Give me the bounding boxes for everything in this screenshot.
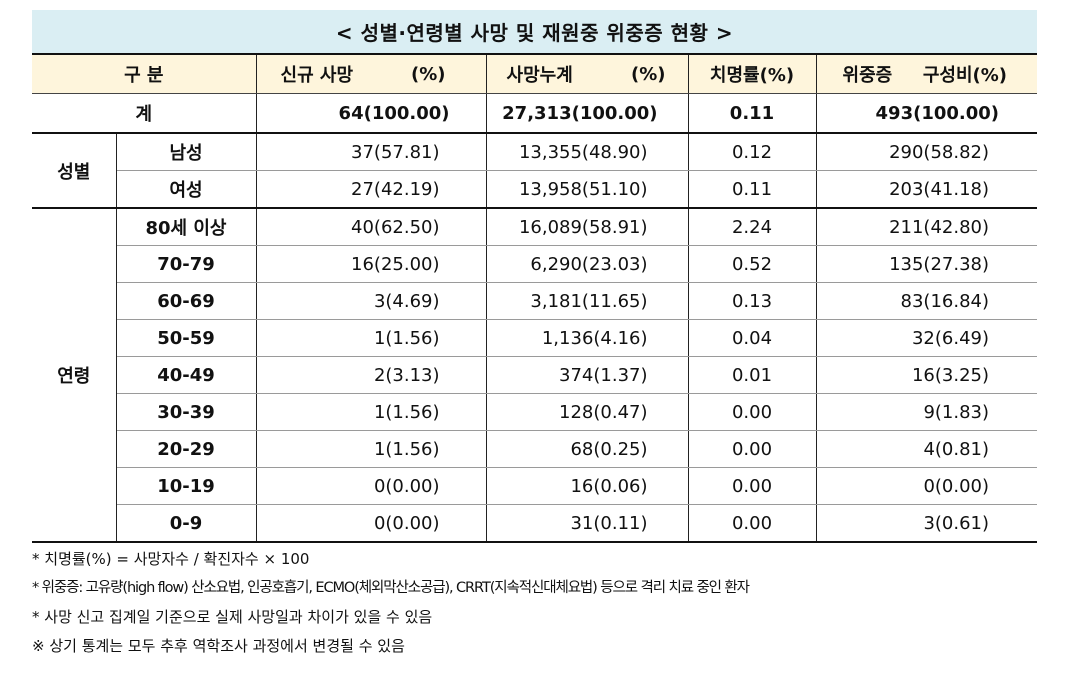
group-label-age: 연령 (32, 208, 117, 543)
critical-cell: 290(58.82) (815, 133, 1038, 171)
total-label: 계 (32, 93, 257, 134)
table-row: 20-29 1(1.56) 68(0.25) 0.00 4(0.81) (32, 430, 1038, 468)
new-deaths-cell: 0(0.00) (255, 504, 487, 543)
table-title: < 성별·연령별 사망 및 재원중 위중증 현황 > (32, 10, 1037, 53)
critical-cell: 3(0.61) (815, 504, 1038, 543)
critical-cell: 135(27.38) (815, 245, 1038, 283)
new-deaths-cell: 1(1.56) (255, 393, 487, 431)
stats-table: 구 분 신규 사망 (%) 사망누계 (%) 치명률(%) 위중 (32, 53, 1038, 543)
header-new-deaths: 신규 사망 (280, 65, 354, 86)
critical-cell: 16(3.25) (815, 356, 1038, 394)
cum-deaths-cell: 68(0.25) (485, 430, 689, 468)
footnote-subject-to-change: ※ 상기 통계는 모두 추후 역학조사 과정에서 변경될 수 있음 (32, 637, 405, 655)
fatality-rate-cell: 2.24 (687, 208, 817, 246)
new-deaths-cell: 37(57.81) (255, 133, 487, 171)
new-deaths-cell: 16(25.00) (255, 245, 487, 283)
new-deaths-cell: 0(0.00) (255, 467, 487, 505)
new-deaths-cell: 1(1.56) (255, 319, 487, 357)
total-new-deaths: 64(100.00) (255, 93, 487, 134)
table-row: 50-59 1(1.56) 1,136(4.16) 0.04 32(6.49) (32, 319, 1038, 357)
footnote-critical-definition: * 위중증: 고유량(high flow) 산소요법, 인공호흡기, ECMO(… (32, 580, 750, 596)
row-label: 0-9 (115, 504, 257, 543)
header-cum-deaths-pct: (%) (631, 63, 666, 85)
row-label: 80세 이상 (115, 208, 257, 246)
fatality-rate-cell: 0.00 (687, 467, 817, 505)
row-label: 60-69 (115, 282, 257, 320)
footnote-reporting-date: * 사망 신고 집계일 기준으로 실제 사망일과 차이가 있을 수 있음 (32, 608, 433, 626)
table-row: 60-69 3(4.69) 3,181(11.65) 0.13 83(16.84… (32, 282, 1038, 320)
fatality-rate-cell: 0.04 (687, 319, 817, 357)
table-row: 10-19 0(0.00) 16(0.06) 0.00 0(0.00) (32, 467, 1038, 505)
fatality-rate-cell: 0.00 (687, 430, 817, 468)
cum-deaths-cell: 16(0.06) (485, 467, 689, 505)
header-cum-deaths-cell: 사망누계 (%) (485, 53, 689, 94)
critical-cell: 9(1.83) (815, 393, 1038, 431)
table-row: 성별 남성 37(57.81) 13,355(48.90) 0.12 290(5… (32, 133, 1038, 209)
header-critical: 위중증 (842, 65, 893, 86)
row-label: 30-39 (115, 393, 257, 431)
cum-deaths-cell: 128(0.47) (485, 393, 689, 431)
new-deaths-cell: 3(4.69) (255, 282, 487, 320)
cum-deaths-cell: 6,290(23.03) (485, 245, 689, 283)
row-label: 여성 (115, 170, 257, 209)
total-critical: 493(100.00) (815, 93, 1038, 134)
critical-cell: 211(42.80) (815, 208, 1038, 246)
fatality-rate-cell: 0.00 (687, 504, 817, 543)
new-deaths-cell: 2(3.13) (255, 356, 487, 394)
cum-deaths-cell: 13,355(48.90) (485, 133, 689, 171)
critical-cell: 83(16.84) (815, 282, 1038, 320)
total-fatality-rate: 0.11 (687, 93, 817, 134)
cum-deaths-cell: 16,089(58.91) (485, 208, 689, 246)
table-row: 여성 27(42.19) 13,958(51.10) 0.11 203(41.1… (32, 170, 1038, 209)
fatality-rate-cell: 0.13 (687, 282, 817, 320)
cum-deaths-cell: 31(0.11) (485, 504, 689, 543)
row-label: 50-59 (115, 319, 257, 357)
row-label: 20-29 (115, 430, 257, 468)
critical-cell: 4(0.81) (815, 430, 1038, 468)
new-deaths-cell: 27(42.19) (255, 170, 487, 209)
table-row: 30-39 1(1.56) 128(0.47) 0.00 9(1.83) (32, 393, 1038, 431)
fatality-rate-cell: 0.11 (687, 170, 817, 209)
row-label: 10-19 (115, 467, 257, 505)
critical-cell: 32(6.49) (815, 319, 1038, 357)
cum-deaths-cell: 13,958(51.10) (485, 170, 689, 209)
header-new-deaths-cell: 신규 사망 (%) (255, 53, 487, 94)
total-row: 계 64(100.00) 27,313(100.00) 0.11 493(100… (32, 93, 1038, 134)
cum-deaths-cell: 1,136(4.16) (485, 319, 689, 357)
critical-cell: 0(0.00) (815, 467, 1038, 505)
cum-deaths-cell: 3,181(11.65) (485, 282, 689, 320)
new-deaths-cell: 1(1.56) (255, 430, 487, 468)
new-deaths-cell: 40(62.50) (255, 208, 487, 246)
header-row: 구 분 신규 사망 (%) 사망누계 (%) 치명률(%) 위중 (32, 53, 1038, 94)
row-label: 남성 (115, 133, 257, 171)
cum-deaths-cell: 374(1.37) (485, 356, 689, 394)
fatality-rate-cell: 0.01 (687, 356, 817, 394)
table-row: 40-49 2(3.13) 374(1.37) 0.01 16(3.25) (32, 356, 1038, 394)
header-new-deaths-pct: (%) (411, 63, 446, 85)
table-row: 0-9 0(0.00) 31(0.11) 0.00 3(0.61) (32, 504, 1038, 543)
critical-cell: 203(41.18) (815, 170, 1038, 209)
header-fatality-rate: 치명률(%) (687, 53, 817, 94)
row-label: 40-49 (115, 356, 257, 394)
footnotes: * 치명률(%) = 사망자수 / 확진자수 × 100 * 위중증: 고유량(… (32, 545, 1037, 661)
header-cum-deaths: 사망누계 (506, 65, 573, 86)
total-cum-deaths: 27,313(100.00) (485, 93, 689, 134)
header-critical-ratio: 구성비(%) (922, 65, 1008, 86)
table-row: 70-79 16(25.00) 6,290(23.03) 0.52 135(27… (32, 245, 1038, 283)
stats-table-container: < 성별·연령별 사망 및 재원중 위중증 현황 > 구 분 신규 사망 (%) (32, 10, 1038, 543)
fatality-rate-cell: 0.12 (687, 133, 817, 171)
row-label: 70-79 (115, 245, 257, 283)
table-row: 연령 80세 이상 40(62.50) 16,089(58.91) 2.24 2… (32, 208, 1038, 543)
header-critical-cell: 위중증 구성비(%) (815, 53, 1038, 94)
group-label-sex: 성별 (32, 133, 117, 209)
footnote-fatality-rate: * 치명률(%) = 사망자수 / 확진자수 × 100 (32, 550, 310, 568)
header-category: 구 분 (32, 53, 257, 94)
fatality-rate-cell: 0.52 (687, 245, 817, 283)
fatality-rate-cell: 0.00 (687, 393, 817, 431)
